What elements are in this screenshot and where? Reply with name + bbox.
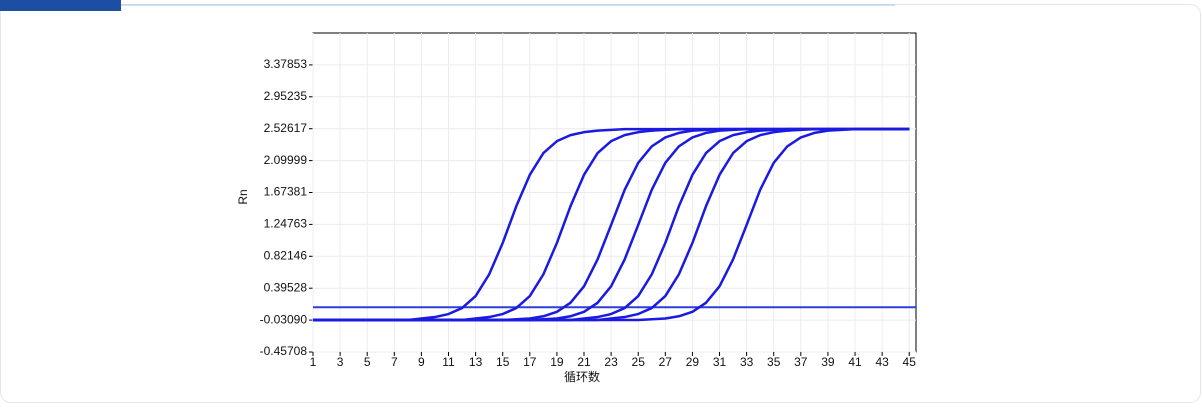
y-tick-label: 0.82146 [264,248,308,262]
amplification-curve [313,127,910,322]
x-tick-label: 5 [364,355,371,369]
x-tick-label: 13 [469,355,483,369]
x-tick-label: 3 [337,355,344,369]
x-tick-label: 21 [577,355,591,369]
x-tick-label: 11 [442,355,455,369]
x-tick-label: 15 [496,355,510,369]
x-tick-label: 1 [310,355,317,369]
y-tick-label: -0.03090 [260,312,308,326]
x-tick-label: 37 [794,355,808,369]
x-tick-label: 7 [391,355,398,369]
y-tick-label: 2.52617 [264,121,308,135]
y-tick-label: 0.39528 [264,280,308,294]
x-tick-label: 25 [632,355,646,369]
x-tick-label: 39 [821,355,835,369]
y-tick-label: -0.45708 [260,344,308,358]
x-tick-label: 41 [848,355,862,369]
x-tick-label: 27 [659,355,673,369]
x-tick-label: 45 [903,355,917,369]
x-tick-label: 33 [740,355,754,369]
x-tick-label: 17 [523,355,537,369]
x-tick-label: 23 [604,355,618,369]
y-tick-label: 2.09999 [264,153,308,167]
x-tick-label: 31 [713,355,727,369]
y-tick-label: 3.37853 [264,57,308,71]
y-axis-label: Rn [236,189,250,204]
y-tick-label: 1.24763 [264,217,308,231]
x-tick-label: 9 [418,355,425,369]
y-tick-label: 2.95235 [264,89,308,103]
x-tick-label: 19 [550,355,564,369]
x-tick-label: 35 [767,355,781,369]
x-axis-label: 循环数 [564,369,600,384]
header-accent [0,0,121,11]
plot-layer: -0.45708 -0.03090 0.39528 0.82146 1.24763 1.6… [260,33,917,369]
x-tick-label: 43 [875,355,889,369]
x-tick-label: 29 [686,355,700,369]
y-tick-label: 1.67381 [264,185,308,199]
